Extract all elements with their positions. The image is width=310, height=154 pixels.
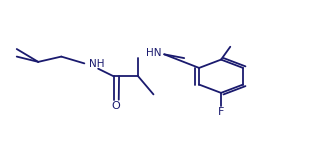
Text: F: F xyxy=(218,107,224,117)
Text: O: O xyxy=(111,101,120,111)
Text: HN: HN xyxy=(146,48,161,58)
Text: NH: NH xyxy=(89,59,104,69)
